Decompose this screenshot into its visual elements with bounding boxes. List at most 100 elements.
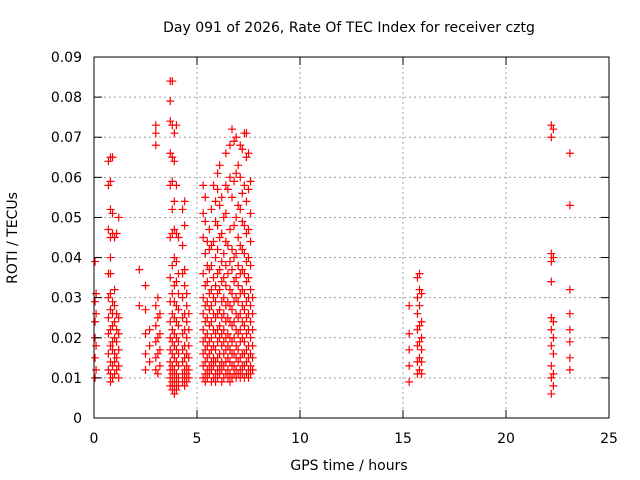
data-point	[215, 285, 224, 294]
data-point	[91, 257, 100, 266]
data-point	[213, 245, 222, 254]
data-point	[182, 369, 191, 378]
data-point	[219, 337, 228, 346]
data-point	[205, 289, 214, 298]
data-point	[217, 193, 226, 202]
data-point	[547, 341, 556, 350]
data-point	[166, 117, 175, 126]
data-point	[240, 289, 249, 298]
data-point	[166, 273, 175, 282]
data-point	[238, 285, 247, 294]
data-point	[565, 325, 574, 334]
data-point	[223, 185, 232, 194]
data-point	[238, 217, 247, 226]
data-point	[230, 277, 239, 286]
data-point	[225, 173, 234, 182]
data-point	[135, 301, 144, 310]
data-point	[178, 313, 187, 322]
x-tick-label: 25	[600, 431, 618, 447]
data-point	[240, 321, 249, 330]
data-point	[108, 153, 117, 162]
data-point	[417, 317, 426, 326]
data-point	[141, 349, 150, 358]
data-point	[106, 305, 115, 314]
data-point	[104, 365, 113, 374]
data-point	[110, 301, 119, 310]
data-point	[205, 225, 214, 234]
data-point	[209, 237, 218, 246]
data-point	[170, 129, 179, 138]
data-point	[104, 293, 113, 302]
data-point	[236, 309, 245, 318]
data-point	[209, 341, 218, 350]
data-point	[413, 273, 422, 282]
data-point	[238, 189, 247, 198]
data-point	[405, 361, 414, 370]
data-point	[110, 285, 119, 294]
data-point	[184, 373, 193, 382]
data-point	[248, 293, 257, 302]
axis-ticks	[93, 56, 610, 419]
data-point	[547, 373, 556, 382]
data-point	[549, 349, 558, 358]
data-point	[565, 337, 574, 346]
data-point	[547, 313, 556, 322]
data-point	[415, 321, 424, 330]
data-point	[110, 233, 119, 242]
data-point	[223, 313, 232, 322]
data-point	[151, 121, 160, 130]
data-point	[178, 241, 187, 250]
data-point	[211, 253, 220, 262]
data-point	[168, 153, 177, 162]
data-point	[153, 333, 162, 342]
data-point	[153, 369, 162, 378]
data-point	[182, 289, 191, 298]
data-point	[207, 241, 216, 250]
data-point	[155, 329, 164, 338]
data-point	[174, 361, 183, 370]
data-point	[151, 321, 160, 330]
data-point	[238, 317, 247, 326]
data-point	[199, 233, 208, 242]
data-point	[110, 369, 119, 378]
data-point	[232, 213, 241, 222]
data-point	[549, 317, 558, 326]
x-tick-label: 15	[394, 431, 412, 447]
data-point	[228, 245, 237, 254]
data-point	[178, 269, 187, 278]
data-point	[151, 141, 160, 150]
data-point	[221, 209, 230, 218]
data-point	[151, 353, 160, 362]
data-point	[184, 353, 193, 362]
chart-title: Day 091 of 2026, Rate Of TEC Index for r…	[163, 20, 535, 36]
data-point	[234, 261, 243, 270]
data-point	[219, 249, 228, 258]
data-point	[114, 345, 123, 354]
data-point	[182, 361, 191, 370]
data-point	[213, 353, 222, 362]
data-point	[230, 361, 239, 370]
data-point	[236, 241, 245, 250]
data-point	[153, 293, 162, 302]
data-point	[172, 229, 181, 238]
data-point	[219, 273, 228, 282]
data-point	[236, 205, 245, 214]
data-point	[180, 221, 189, 230]
y-tick-label: 0.06	[51, 170, 82, 186]
y-tick-label: 0	[73, 411, 82, 427]
data-point	[182, 349, 191, 358]
data-point	[168, 261, 177, 270]
data-point	[217, 377, 226, 386]
data-point	[155, 361, 164, 370]
x-tick-labels: 0 5 10 15 20 25	[90, 431, 618, 447]
data-point	[180, 265, 189, 274]
data-point	[174, 321, 183, 330]
data-point	[405, 345, 414, 354]
data-point	[141, 329, 150, 338]
data-point	[240, 249, 249, 258]
data-point	[170, 365, 179, 374]
data-point	[112, 309, 121, 318]
data-point	[104, 225, 113, 234]
